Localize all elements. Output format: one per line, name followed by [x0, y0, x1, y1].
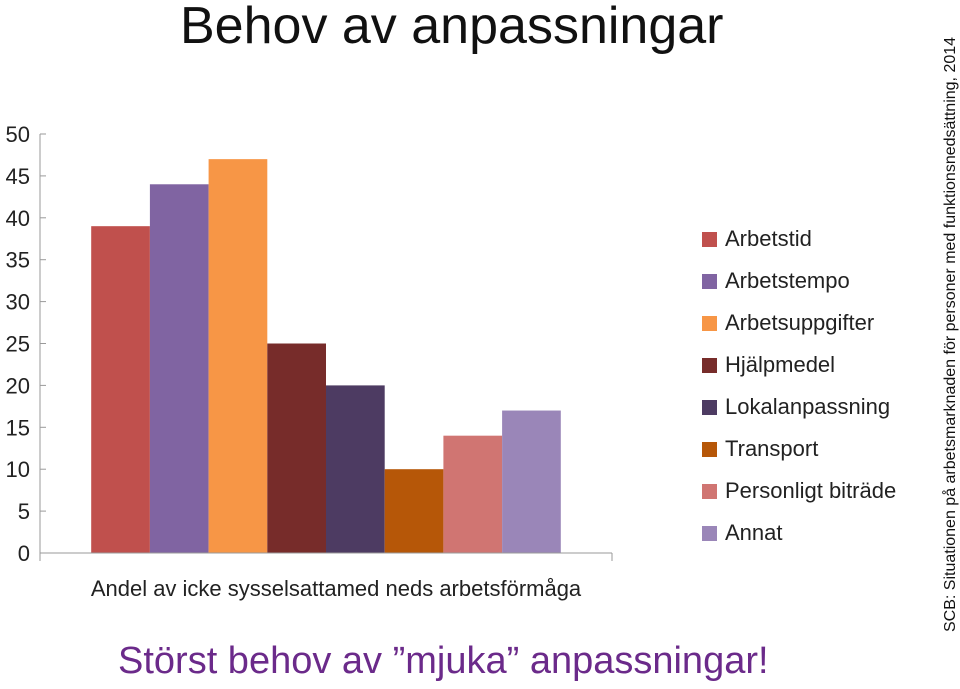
- bar-transport: [384, 469, 444, 553]
- chart-legend: Arbetstid Arbetstempo Arbetsuppgifter Hjälp…: [702, 218, 896, 554]
- bar-annat: [502, 410, 561, 553]
- legend-label: Hjälpmedel: [725, 352, 836, 377]
- legend-item: Transport: [702, 428, 896, 470]
- y-tick-label: 35: [6, 248, 30, 273]
- x-category-label: Andel av icke sysselsattamed neds arbets…: [91, 576, 582, 601]
- x-axis: Andel av icke sysselsattamed neds arbets…: [39, 552, 613, 601]
- y-tick-label: 25: [6, 332, 30, 357]
- legend-item: Personligt biträde: [702, 470, 896, 512]
- bar-hj-lpmedel: [267, 343, 326, 553]
- y-tick-label: 20: [6, 373, 30, 398]
- bar-lokalanpassning: [326, 385, 385, 553]
- y-axis: 0 5 10 15 20 25 30 35 40 45 50: [6, 122, 46, 566]
- bar-arbetstid: [91, 226, 150, 553]
- legend-item: Arbetstempo: [702, 260, 896, 302]
- legend-label: Arbetstid: [725, 226, 812, 251]
- page-title: Behov av anpassningar: [180, 0, 724, 55]
- y-tick-label: 0: [18, 541, 30, 566]
- legend-label: Personligt biträde: [725, 478, 897, 503]
- legend-item: Lokalanpassning: [702, 386, 896, 428]
- legend-swatch: [702, 273, 717, 289]
- y-tick-label: 5: [18, 499, 30, 524]
- legend-item: Arbetsuppgifter: [702, 302, 896, 344]
- legend-label: Lokalanpassning: [725, 394, 891, 419]
- legend-item: Annat: [702, 512, 896, 554]
- legend-item: Hjälpmedel: [702, 344, 896, 386]
- bar-personligt-bitr-de: [443, 435, 503, 553]
- legend-swatch: [702, 231, 717, 247]
- legend-swatch: [702, 525, 717, 541]
- legend-swatch: [702, 357, 717, 373]
- footer-conclusion: Störst behov av ”mjuka” anpassningar!: [118, 640, 769, 682]
- bar-arbetsuppgifter: [208, 159, 268, 553]
- y-tick-label: 30: [6, 290, 30, 315]
- y-tick-label: 50: [6, 122, 30, 147]
- y-tick-label: 10: [6, 457, 30, 482]
- bars: [91, 159, 561, 553]
- y-tick-label: 45: [6, 164, 30, 189]
- legend-swatch: [702, 483, 717, 499]
- legend-label: Annat: [725, 520, 783, 545]
- legend-label: Transport: [725, 436, 819, 461]
- legend-item: Arbetstid: [702, 218, 896, 260]
- y-tick-label: 40: [6, 206, 30, 231]
- legend-label: Arbetsuppgifter: [725, 310, 875, 335]
- legend-swatch: [702, 315, 717, 331]
- source-citation: SCB: Situationen på arbetsmarknaden för …: [942, 36, 959, 632]
- y-tick-label: 15: [6, 415, 30, 440]
- legend-swatch: [702, 399, 717, 415]
- legend-label: Arbetstempo: [725, 268, 850, 293]
- bar-arbetstempo: [149, 184, 209, 553]
- legend-swatch: [702, 441, 717, 457]
